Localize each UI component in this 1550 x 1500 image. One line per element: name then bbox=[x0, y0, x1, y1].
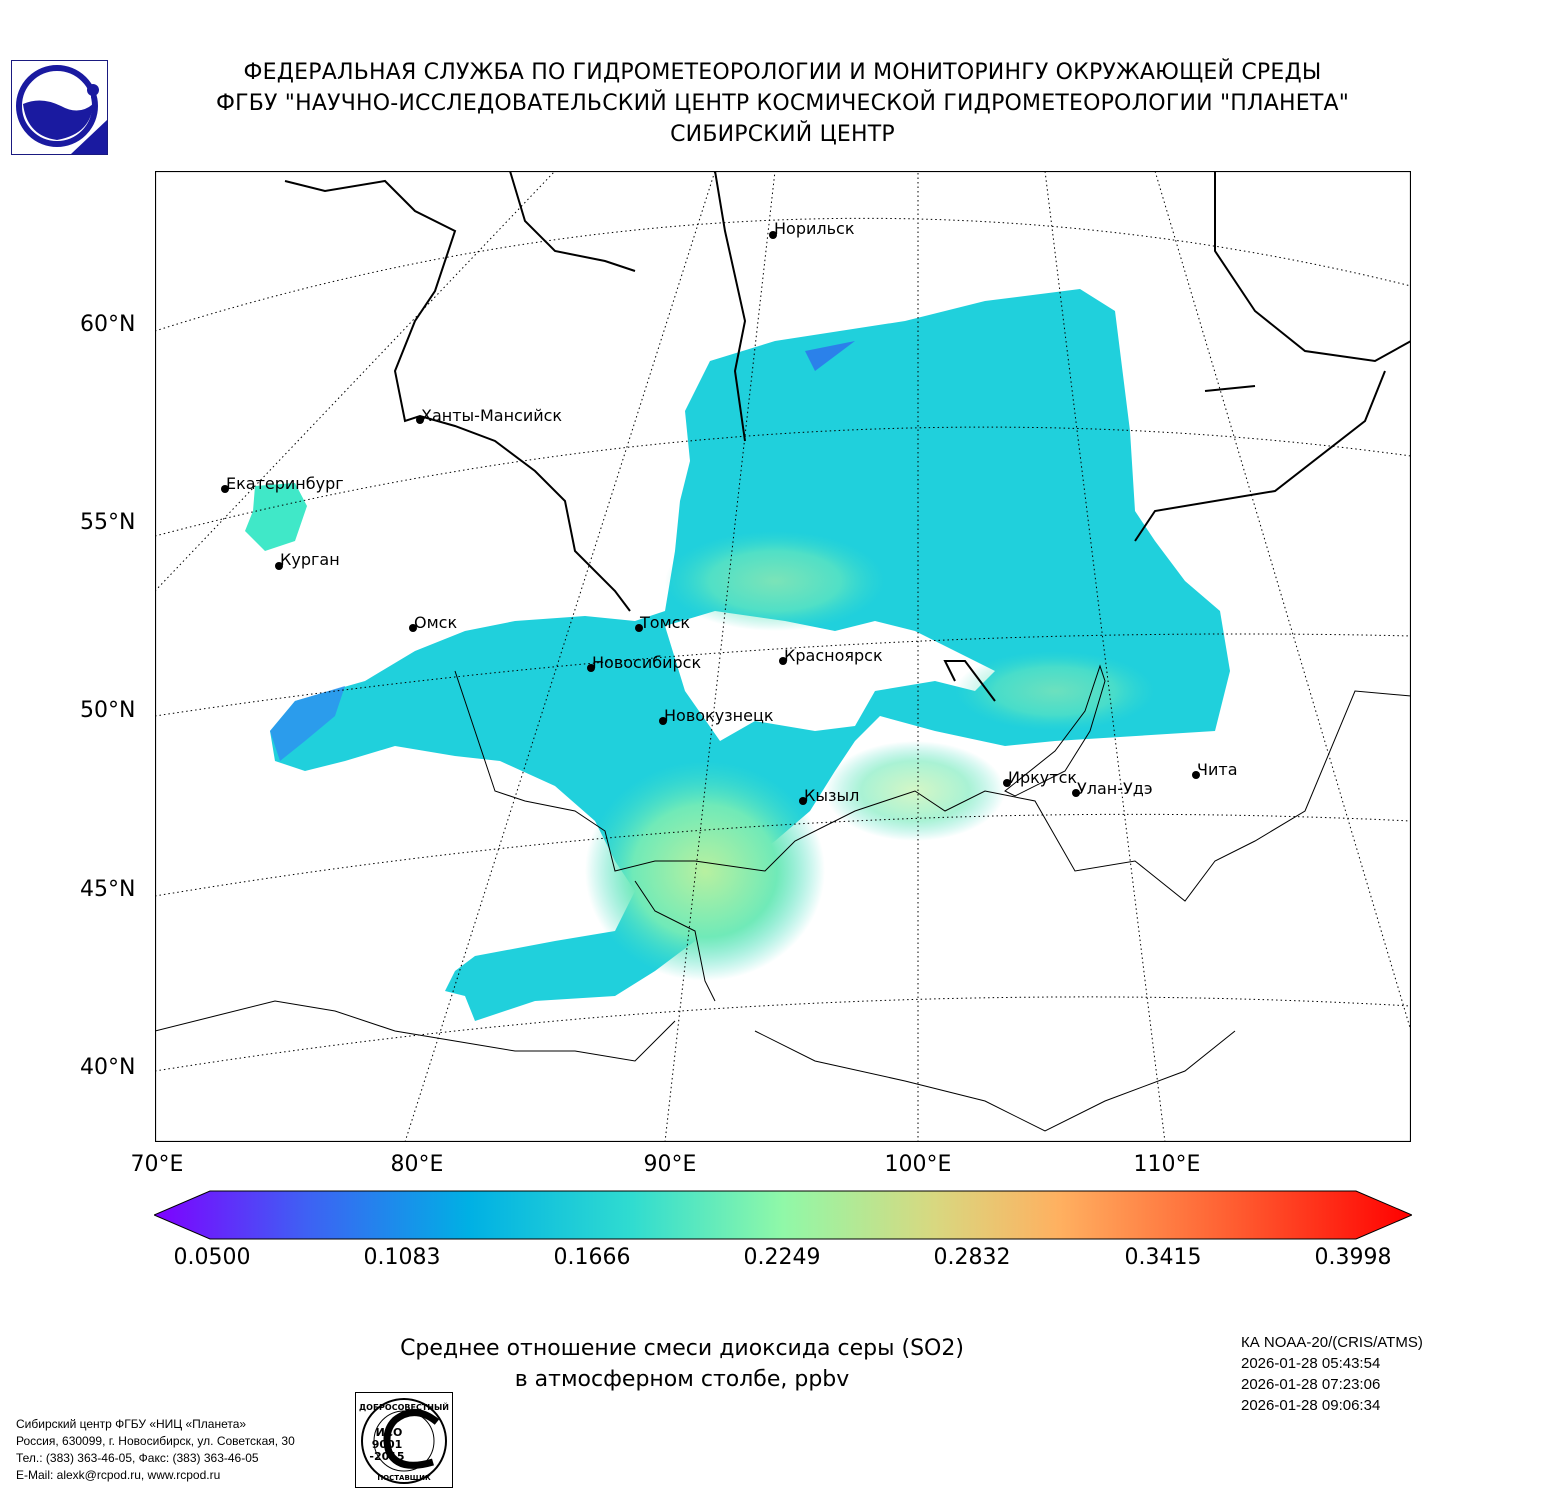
iso-badge-icon: ДОБРОСОВЕСТНЫЙ ИСО 9001 -2015 ПОСТАВЩИК bbox=[355, 1392, 453, 1488]
colorbar-tick-3: 0.1666 bbox=[553, 1245, 631, 1270]
lon-label-100: 100°E bbox=[884, 1152, 952, 1177]
product-title-line-2: в атмосферном столбе, ppbv bbox=[514, 1367, 850, 1392]
colorbar-tick-5: 0.2832 bbox=[933, 1245, 1011, 1270]
colorbar-tick-7: 0.3998 bbox=[1314, 1245, 1392, 1270]
colorbar-tick-1: 0.0500 bbox=[173, 1245, 251, 1270]
city-tomsk: Томск bbox=[635, 613, 690, 632]
map-area: Норильск Ханты-Мансийск Екатеринбург Кур… bbox=[155, 171, 1411, 1142]
lon-label-90: 90°E bbox=[643, 1152, 697, 1177]
city-novosibirsk: Новосибирск bbox=[587, 653, 701, 672]
iso-mid-1: ИСО bbox=[376, 1426, 403, 1439]
lat-label-40: 40°N bbox=[80, 1055, 136, 1080]
svg-text:Екатеринбург: Екатеринбург bbox=[226, 474, 344, 493]
city-omsk: Омск bbox=[409, 613, 457, 632]
city-irkutsk: Иркутск bbox=[1003, 768, 1077, 787]
city-novokuznetsk: Новокузнецк bbox=[659, 706, 774, 725]
colorbar bbox=[154, 1190, 1412, 1240]
svg-text:Норильск: Норильск bbox=[774, 219, 855, 238]
svg-text:Красноярск: Красноярск bbox=[784, 646, 883, 665]
iso-bottom: ПОСТАВЩИК bbox=[377, 1474, 431, 1482]
svg-text:Томск: Томск bbox=[639, 613, 690, 632]
svg-text:Новокузнецк: Новокузнецк bbox=[664, 706, 774, 725]
satellite-name: КА NOAA-20/(CRIS/ATMS) bbox=[1241, 1334, 1423, 1351]
city-kyzyl: Кызыл bbox=[799, 786, 859, 805]
lon-label-80: 80°E bbox=[390, 1152, 444, 1177]
so2-blob-west bbox=[245, 483, 307, 551]
lat-label-45: 45°N bbox=[80, 877, 136, 902]
product-title-line-1: Среднее отношение смеси диоксида серы (S… bbox=[400, 1336, 964, 1361]
contacts-line-2: Россия, 630099, г. Новосибирск, ул. Сове… bbox=[16, 1434, 295, 1448]
city-kurgan: Курган bbox=[275, 550, 340, 570]
header-line-3: СИБИРСКИЙ ЦЕНТР bbox=[670, 122, 895, 147]
contacts-line-4: E-Mail: alexk@rcpod.ru, www.rcpod.ru bbox=[16, 1468, 221, 1482]
colorbar-tick-4: 0.2249 bbox=[743, 1245, 821, 1270]
svg-text:Омск: Омск bbox=[414, 613, 457, 632]
svg-text:Курган: Курган bbox=[280, 550, 340, 569]
city-khanty-mansiysk: Ханты-Мансийск bbox=[416, 406, 562, 425]
city-ulan-ude: Улан-Удэ bbox=[1072, 779, 1153, 798]
iso-mid-2: 9001 bbox=[372, 1438, 403, 1451]
city-yekaterinburg: Екатеринбург bbox=[221, 474, 344, 493]
contacts-line-1: Сибирский центр ФГБУ «НИЦ «Планета» bbox=[16, 1417, 247, 1431]
satellite-time-1: 2026-01-28 05:43:54 bbox=[1241, 1355, 1381, 1372]
city-krasnoyarsk: Красноярск bbox=[779, 646, 883, 665]
iso-top: ДОБРОСОВЕСТНЫЙ bbox=[359, 1401, 449, 1412]
iso-mid-3: -2015 bbox=[369, 1450, 404, 1463]
satellite-time-2: 2026-01-28 07:23:06 bbox=[1241, 1376, 1381, 1393]
so2-field bbox=[270, 289, 1230, 1021]
svg-text:Кызыл: Кызыл bbox=[804, 786, 859, 805]
svg-text:Ханты-Мансийск: Ханты-Мансийск bbox=[421, 406, 562, 425]
city-norilsk: Норильск bbox=[769, 219, 855, 239]
svg-text:Новосибирск: Новосибирск bbox=[592, 653, 701, 672]
header-line-2: ФГБУ "НАУЧНО-ИССЛЕДОВАТЕЛЬСКИЙ ЦЕНТР КОС… bbox=[215, 91, 1350, 116]
satellite-info: КА NOAA-20/(CRIS/ATMS) 2026-01-28 05:43:… bbox=[1241, 1332, 1423, 1416]
lat-label-60: 60°N bbox=[80, 312, 136, 337]
lat-label-50: 50°N bbox=[80, 698, 136, 723]
header: ФЕДЕРАЛЬНАЯ СЛУЖБА ПО ГИДРОМЕТЕОРОЛОГИИ … bbox=[155, 57, 1410, 150]
lon-label-70: 70°E bbox=[130, 1152, 184, 1177]
city-markers: Норильск Ханты-Мансийск Екатеринбург Кур… bbox=[221, 219, 1238, 805]
svg-text:Улан-Удэ: Улан-Удэ bbox=[1077, 779, 1153, 798]
colorbar-tick-2: 0.1083 bbox=[363, 1245, 441, 1270]
planeta-logo-icon bbox=[11, 60, 108, 155]
svg-text:Чита: Чита bbox=[1197, 760, 1238, 779]
city-chita: Чита bbox=[1192, 760, 1238, 779]
colorbar-tick-6: 0.3415 bbox=[1124, 1245, 1202, 1270]
svg-text:Иркутск: Иркутск bbox=[1008, 768, 1077, 787]
product-title: Среднее отношение смеси диоксида серы (S… bbox=[382, 1333, 982, 1395]
lat-label-55: 55°N bbox=[80, 510, 136, 535]
lon-label-110: 110°E bbox=[1133, 1152, 1201, 1177]
contacts-line-3: Тел.: (383) 363-46-05, Факс: (383) 363-4… bbox=[16, 1451, 259, 1465]
contacts: Сибирский центр ФГБУ «НИЦ «Планета» Росс… bbox=[16, 1416, 295, 1484]
satellite-time-3: 2026-01-28 09:06:34 bbox=[1241, 1397, 1381, 1414]
header-line-1: ФЕДЕРАЛЬНАЯ СЛУЖБА ПО ГИДРОМЕТЕОРОЛОГИИ … bbox=[243, 60, 1322, 85]
